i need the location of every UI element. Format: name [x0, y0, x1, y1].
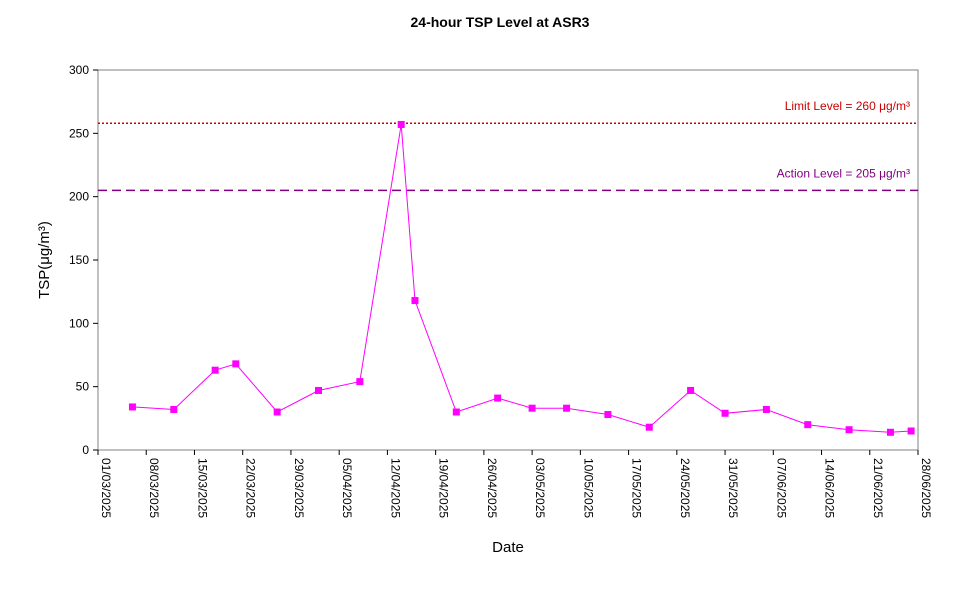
x-tick-label: 31/05/2025	[726, 458, 740, 518]
data-point	[604, 411, 612, 419]
chart-title: 24-hour TSP Level at ASR3	[411, 14, 590, 30]
series-line	[132, 124, 912, 433]
data-point	[273, 408, 281, 416]
x-axis-label: Date	[492, 539, 524, 556]
y-tick-label: 0	[82, 443, 89, 457]
x-tick-label: 14/06/2025	[823, 458, 837, 518]
data-point	[804, 421, 812, 429]
series-tsp	[128, 120, 915, 436]
y-tick-label: 150	[69, 253, 89, 267]
x-tick-label: 26/04/2025	[485, 458, 499, 518]
data-point	[886, 428, 894, 436]
x-tick-label: 10/05/2025	[581, 458, 595, 518]
data-point	[128, 403, 136, 411]
x-tick-label: 08/03/2025	[147, 458, 161, 518]
data-point	[411, 297, 419, 305]
data-point	[528, 404, 536, 412]
data-point	[356, 378, 364, 386]
y-tick-label: 250	[69, 126, 89, 140]
x-tick-label: 22/03/2025	[244, 458, 258, 518]
y-axis-label: TSP(μg/m³)	[36, 221, 53, 299]
x-tick-label: 01/03/2025	[99, 458, 113, 518]
x-tick-label: 12/04/2025	[388, 458, 402, 518]
data-point	[762, 405, 770, 413]
x-tick-label: 17/05/2025	[630, 458, 644, 518]
data-point	[452, 408, 460, 416]
data-point	[721, 409, 729, 417]
x-tick-label: 15/03/2025	[195, 458, 209, 518]
x-tick-label: 03/05/2025	[533, 458, 547, 518]
data-point	[907, 427, 915, 435]
data-point	[211, 366, 219, 374]
data-point	[170, 405, 178, 413]
x-axis: 01/03/2025 08/03/2025 15/03/2025 22/03/2025…	[97, 450, 933, 518]
x-tick-label: 05/04/2025	[340, 458, 354, 518]
data-point	[494, 394, 502, 402]
x-tick-label: 21/06/2025	[871, 458, 885, 518]
y-axis: 0 50 100 150 200 250 300	[69, 63, 98, 457]
y-tick-label: 100	[69, 316, 89, 330]
data-point	[232, 360, 240, 368]
x-tick-label: 29/03/2025	[292, 458, 306, 518]
data-point	[687, 386, 695, 394]
action-level-label: Action Level = 205 μg/m³	[777, 166, 910, 180]
x-tick-label: 24/05/2025	[678, 458, 692, 518]
data-point	[645, 423, 653, 431]
x-tick-label: 28/06/2025	[919, 458, 933, 518]
y-tick-label: 300	[69, 63, 89, 77]
y-tick-label: 50	[76, 380, 90, 394]
limit-level-label: Limit Level = 260 μg/m³	[785, 99, 910, 113]
data-point	[845, 426, 853, 434]
data-point	[315, 386, 323, 394]
x-tick-label: 19/04/2025	[437, 458, 451, 518]
plot-area	[97, 69, 919, 451]
y-tick-label: 200	[69, 190, 89, 204]
x-tick-label: 07/06/2025	[774, 458, 788, 518]
data-point	[563, 404, 571, 412]
data-point	[397, 120, 405, 128]
reference-lines: Limit Level = 260 μg/m³ Action Level = 20…	[98, 99, 918, 192]
